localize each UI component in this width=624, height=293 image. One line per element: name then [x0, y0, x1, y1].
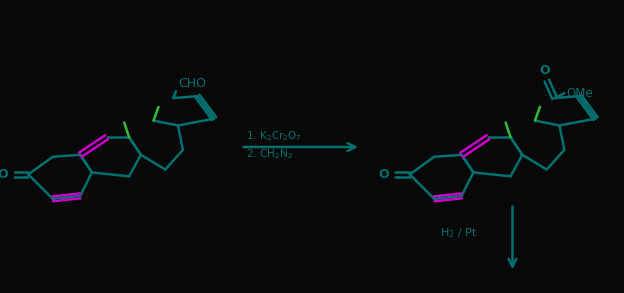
Text: O: O [0, 168, 8, 181]
Text: O: O [379, 168, 389, 181]
Text: 1. K$_2$Cr$_2$O$_7$: 1. K$_2$Cr$_2$O$_7$ [246, 129, 302, 143]
Text: O: O [540, 64, 550, 76]
Text: 2. CH$_2$N$_2$: 2. CH$_2$N$_2$ [246, 147, 293, 161]
Text: H$_2$ / Pt: H$_2$ / Pt [440, 226, 477, 240]
Text: OMe: OMe [567, 87, 593, 100]
Text: CHO: CHO [178, 77, 206, 90]
